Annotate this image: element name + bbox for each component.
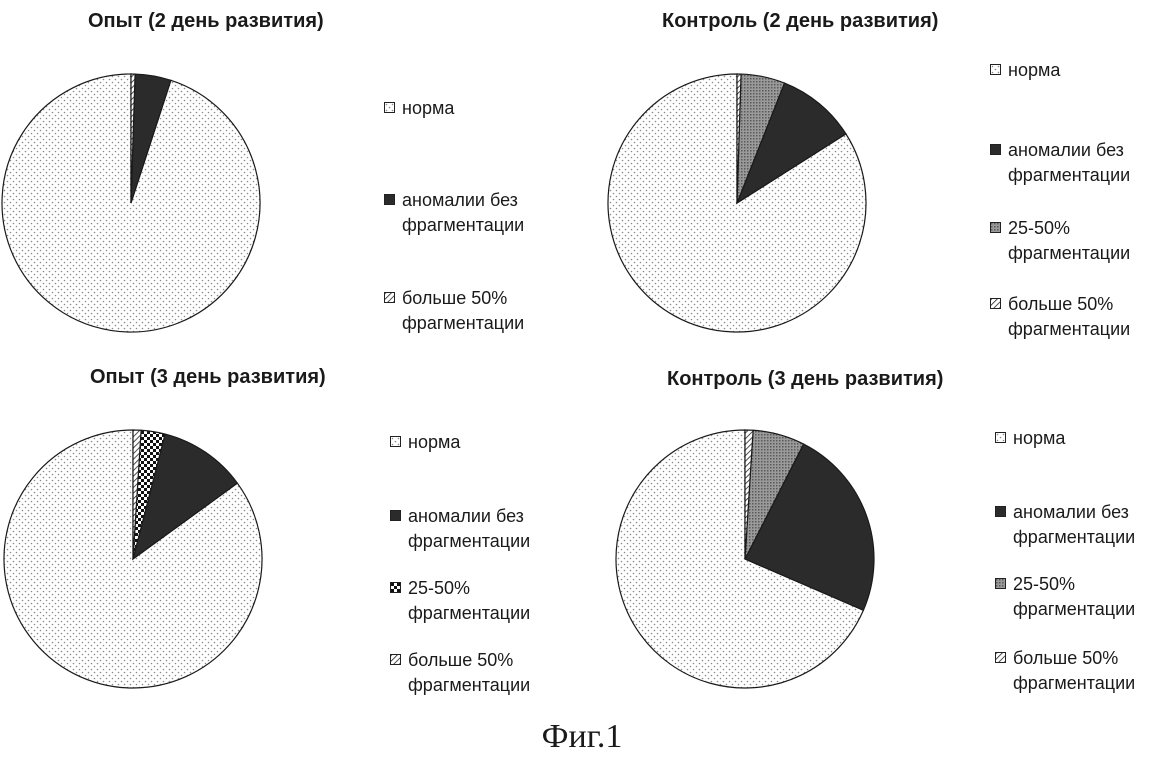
figure-caption: Фиг.1 [0, 718, 1164, 756]
pie-experiment-day3 [0, 428, 266, 690]
legend-label-over-50: больше 50% фрагментации [1013, 646, 1135, 696]
chart-title-experiment-day2: Опыт (2 день развития) [88, 10, 324, 33]
legend-swatch-fill [385, 293, 395, 303]
legend-label-over-50: больше 50% фрагментации [402, 286, 524, 336]
legend-swatch-fill [996, 507, 1006, 517]
legend-swatch-over-50 [384, 292, 395, 303]
legend-swatch-fill [991, 65, 1001, 75]
legend-swatch-fill [385, 195, 395, 205]
legend-swatch-fill [991, 145, 1001, 155]
pie-control-day3 [614, 428, 876, 690]
legend-swatch-25-50 [990, 222, 1001, 233]
legend-label-25-50: 25-50% фрагментации [1008, 216, 1130, 266]
legend-swatch-anomaly [384, 194, 395, 205]
pie-experiment-day2 [0, 72, 262, 334]
legend-swatch-fill [385, 103, 395, 113]
legend-swatch-fill [996, 579, 1006, 589]
legend-label-over-50: больше 50% фрагментации [408, 648, 530, 698]
pie-control-day2 [606, 72, 868, 334]
legend-swatch-25-50 [390, 582, 401, 593]
legend-swatch-fill [996, 433, 1006, 443]
legend-swatch-norm [990, 64, 1001, 75]
legend-swatch-fill [991, 299, 1001, 309]
legend-label-anomaly: аномалии без фрагментации [408, 504, 530, 554]
legend-label-anomaly: аномалии без фрагментации [1008, 138, 1130, 188]
legend-swatch-fill [391, 655, 401, 665]
legend-label-norm: норма [408, 430, 460, 455]
legend-label-norm: норма [402, 96, 454, 121]
legend-label-norm: норма [1008, 58, 1060, 83]
legend-swatch-anomaly [390, 510, 401, 521]
chart-title-experiment-day3: Опыт (3 день развития) [90, 366, 326, 389]
legend-swatch-norm [390, 436, 401, 447]
legend-swatch-over-50 [990, 298, 1001, 309]
legend-swatch-fill [391, 511, 401, 521]
legend-swatch-over-50 [995, 652, 1006, 663]
legend-label-norm: норма [1013, 426, 1065, 451]
legend-label-anomaly: аномалии без фрагментации [1013, 500, 1135, 550]
chart-title-control-day2: Контроль (2 день развития) [662, 10, 938, 33]
legend-swatch-25-50 [995, 578, 1006, 589]
legend-label-anomaly: аномалии без фрагментации [402, 188, 524, 238]
legend-swatch-fill [991, 223, 1001, 233]
legend-swatch-anomaly [990, 144, 1001, 155]
legend-swatch-norm [995, 432, 1006, 443]
chart-title-control-day3: Контроль (3 день развития) [667, 368, 943, 391]
legend-swatch-norm [384, 102, 395, 113]
legend-swatch-anomaly [995, 506, 1006, 517]
legend-swatch-fill [391, 583, 401, 593]
legend-label-25-50: 25-50% фрагментации [408, 576, 530, 626]
legend-swatch-fill [391, 437, 401, 447]
legend-label-over-50: больше 50% фрагментации [1008, 292, 1130, 342]
legend-label-25-50: 25-50% фрагментации [1013, 572, 1135, 622]
legend-swatch-fill [996, 653, 1006, 663]
legend-swatch-over-50 [390, 654, 401, 665]
